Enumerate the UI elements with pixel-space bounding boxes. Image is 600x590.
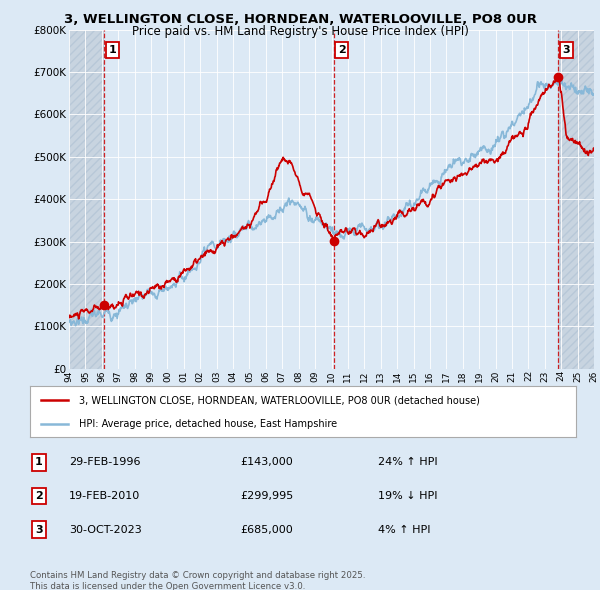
Text: 3, WELLINGTON CLOSE, HORNDEAN, WATERLOOVILLE, PO8 0UR: 3, WELLINGTON CLOSE, HORNDEAN, WATERLOOV… — [64, 13, 536, 26]
Text: 3: 3 — [35, 525, 43, 535]
Text: 2: 2 — [35, 491, 43, 501]
Text: 3: 3 — [563, 45, 570, 55]
Text: 2: 2 — [338, 45, 346, 55]
Text: 1: 1 — [35, 457, 43, 467]
Text: Price paid vs. HM Land Registry's House Price Index (HPI): Price paid vs. HM Land Registry's House … — [131, 25, 469, 38]
Bar — [559, 30, 594, 369]
Text: 19% ↓ HPI: 19% ↓ HPI — [378, 491, 437, 501]
Text: Contains HM Land Registry data © Crown copyright and database right 2025.
This d: Contains HM Land Registry data © Crown c… — [30, 571, 365, 590]
Text: £299,995: £299,995 — [240, 491, 293, 501]
Text: £143,000: £143,000 — [240, 457, 293, 467]
Text: HPI: Average price, detached house, East Hampshire: HPI: Average price, detached house, East… — [79, 419, 337, 429]
Text: 24% ↑ HPI: 24% ↑ HPI — [378, 457, 437, 467]
Text: 3, WELLINGTON CLOSE, HORNDEAN, WATERLOOVILLE, PO8 0UR (detached house): 3, WELLINGTON CLOSE, HORNDEAN, WATERLOOV… — [79, 395, 480, 405]
Bar — [69, 30, 104, 369]
Text: 29-FEB-1996: 29-FEB-1996 — [69, 457, 140, 467]
Bar — [69, 30, 104, 369]
Text: 30-OCT-2023: 30-OCT-2023 — [69, 525, 142, 535]
Text: 4% ↑ HPI: 4% ↑ HPI — [378, 525, 431, 535]
Text: £685,000: £685,000 — [240, 525, 293, 535]
Bar — [559, 30, 594, 369]
Text: 19-FEB-2010: 19-FEB-2010 — [69, 491, 140, 501]
Text: 1: 1 — [109, 45, 116, 55]
